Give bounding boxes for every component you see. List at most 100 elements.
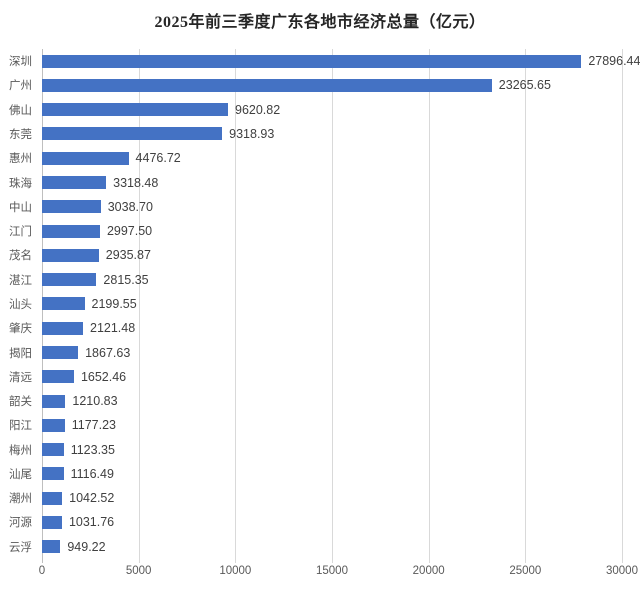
bar-row: 2997.50 <box>42 219 640 243</box>
category-axis: 深圳 广州 佛山 东莞 惠州 珠海 中山 江门 茂名 湛江 汕头 肇庆 揭阳 清远 韶关 阳江 梅州 汕尾 潮州 河源… <box>0 49 42 559</box>
gridline <box>525 49 527 563</box>
value-label: 9620.82 <box>235 102 281 117</box>
chart-title: 2025年前三季度广东各地市经济总量（亿元） <box>154 14 486 31</box>
category-label: 清远 <box>9 371 32 384</box>
x-tick-label: 5000 <box>125 565 152 577</box>
bar-series: 27896.44 23265.65 9620.82 9318.93 4476.72 331… <box>42 49 640 559</box>
value-label: 1210.83 <box>72 394 118 409</box>
value-label: 2199.55 <box>91 296 137 311</box>
category-label: 珠海 <box>9 177 32 190</box>
bar <box>42 103 228 117</box>
bar-row: 23265.65 <box>42 73 640 97</box>
bar <box>42 151 129 165</box>
bar <box>42 346 79 360</box>
value-label: 2997.50 <box>106 224 153 239</box>
bar-row: 1177.23 <box>42 413 640 437</box>
category-label: 韶关 <box>9 396 32 409</box>
category-label: 深圳 <box>9 56 32 69</box>
gridline <box>428 49 430 563</box>
category-label: 梅州 <box>9 444 32 457</box>
category-label: 江门 <box>9 226 32 239</box>
bar-row: 9620.82 <box>42 98 640 122</box>
value-label: 1116.49 <box>70 466 114 481</box>
category-label: 汕尾 <box>9 468 32 481</box>
bar-row: 1042.52 <box>42 486 640 510</box>
value-label: 9318.93 <box>229 126 275 141</box>
category-label: 潮州 <box>9 493 32 506</box>
bar <box>42 394 66 408</box>
value-label: 949.22 <box>67 539 106 554</box>
bar-row: 2935.87 <box>42 243 640 267</box>
bar-row: 1116.49 <box>42 462 640 486</box>
value-label: 1042.52 <box>69 491 115 506</box>
bar <box>42 224 100 238</box>
bar-row: 1031.76 <box>42 510 640 534</box>
value-axis: 0 5000 10000 15000 20000 25000 30000 <box>39 565 638 581</box>
bar <box>42 540 61 554</box>
gridline <box>138 49 140 563</box>
category-label: 揭阳 <box>9 347 32 360</box>
bar <box>42 273 97 287</box>
gridline <box>622 49 623 563</box>
bar <box>42 54 582 68</box>
bar-row: 1123.35 <box>42 438 640 462</box>
x-tick-label: 15000 <box>316 565 348 577</box>
bar-row: 2199.55 <box>42 292 640 316</box>
value-label: 3318.48 <box>113 175 159 190</box>
bar <box>42 443 64 457</box>
category-label: 湛江 <box>9 274 32 287</box>
bar <box>42 248 99 262</box>
value-label: 1031.76 <box>68 515 115 530</box>
value-label: 2815.35 <box>103 272 149 287</box>
bar <box>42 297 85 311</box>
bar <box>42 176 107 190</box>
category-label: 云浮 <box>9 541 32 554</box>
category-label: 河源 <box>9 517 32 530</box>
bar-row: 949.22 <box>42 535 640 559</box>
value-label: 4476.72 <box>135 151 181 166</box>
category-label: 中山 <box>9 201 32 214</box>
bar-row: 4476.72 <box>42 146 640 170</box>
bar-row: 9318.93 <box>42 122 640 146</box>
bar <box>42 491 63 505</box>
bar-row: 3318.48 <box>42 170 640 194</box>
bar <box>42 321 83 335</box>
category-label: 惠州 <box>9 153 32 166</box>
bar-row: 1652.46 <box>42 365 640 389</box>
value-label: 1652.46 <box>80 369 127 384</box>
bar <box>42 370 74 384</box>
bar <box>42 127 223 141</box>
gridline <box>332 49 333 563</box>
category-label: 佛山 <box>9 104 32 117</box>
value-label: 1867.63 <box>85 345 131 360</box>
bar <box>42 515 62 529</box>
category-label: 广州 <box>9 80 32 93</box>
bar-row: 2815.35 <box>42 268 640 292</box>
category-label: 汕头 <box>9 298 32 311</box>
value-label: 1123.35 <box>70 442 115 457</box>
bar <box>42 78 492 92</box>
category-label: 茂名 <box>9 250 32 263</box>
value-label: 2935.87 <box>105 248 151 263</box>
value-label: 1177.23 <box>71 418 117 433</box>
bar-row: 27896.44 <box>42 49 640 73</box>
bar-row: 1210.83 <box>42 389 640 413</box>
gridline <box>235 49 237 563</box>
x-tick-label: 10000 <box>219 565 252 577</box>
value-label: 2121.48 <box>90 321 136 336</box>
bar-row: 2121.48 <box>42 316 640 340</box>
category-label: 阳江 <box>9 420 32 433</box>
category-label: 肇庆 <box>9 323 32 336</box>
bar <box>42 418 65 432</box>
bar-row: 1867.63 <box>42 340 640 364</box>
value-label: 3038.70 <box>107 199 153 214</box>
x-tick-label: 30000 <box>606 565 638 577</box>
value-label: 27896.44 <box>588 54 640 69</box>
x-tick-label: 25000 <box>509 565 542 577</box>
x-tick-label: 20000 <box>412 565 445 577</box>
bar <box>42 200 101 214</box>
bar <box>42 467 64 481</box>
value-label: 23265.65 <box>498 78 551 93</box>
x-tick-label: 0 <box>38 565 46 577</box>
